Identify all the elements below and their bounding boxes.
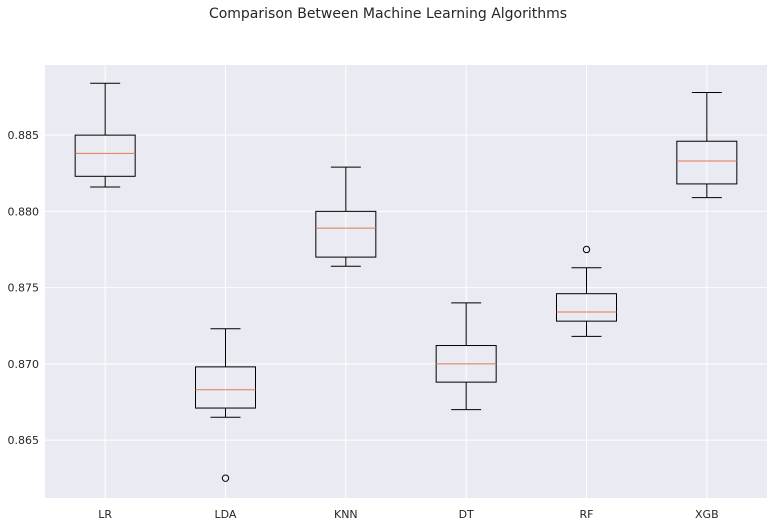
y-tick-label: 0.865 xyxy=(8,434,40,447)
x-tick-label: LR xyxy=(98,508,112,521)
outlier-point xyxy=(582,245,591,254)
x-tick-label: DT xyxy=(459,508,474,521)
box-rf xyxy=(556,293,617,322)
box-knn xyxy=(315,210,377,258)
box-lr xyxy=(74,134,136,177)
y-tick-label: 0.880 xyxy=(8,205,40,218)
y-tick-label: 0.885 xyxy=(8,129,40,142)
outlier-point xyxy=(221,474,230,482)
y-tick-label: 0.870 xyxy=(8,358,40,371)
box-xgb xyxy=(676,140,738,185)
box-lda xyxy=(195,366,256,409)
chart-title: Comparison Between Machine Learning Algo… xyxy=(208,6,568,22)
x-tick-label: LDA xyxy=(215,508,237,521)
plot-area xyxy=(45,65,767,498)
x-tick-label: KNN xyxy=(334,508,358,521)
x-tick-label: RF xyxy=(580,508,594,521)
x-tick-label: XGB xyxy=(695,508,719,521)
y-tick-label: 0.875 xyxy=(8,282,40,295)
